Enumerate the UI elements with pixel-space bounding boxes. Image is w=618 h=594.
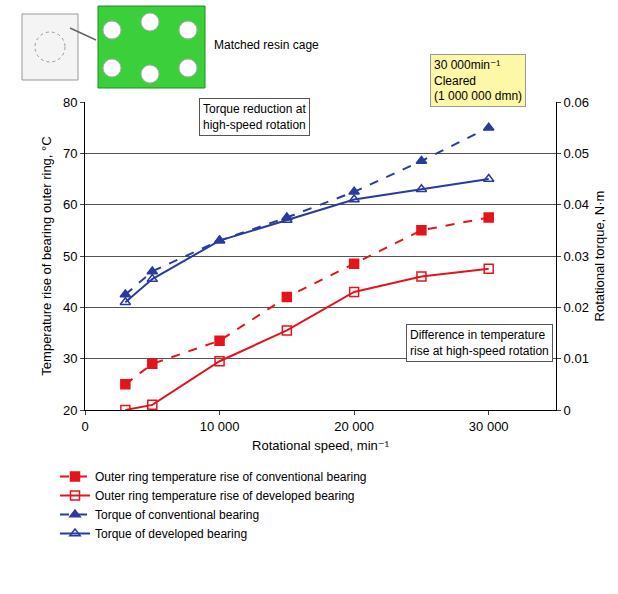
svg-text:30 000min⁻¹Cleared(1 000 000 d: 30 000min⁻¹Cleared(1 000 000 dmn): [434, 58, 522, 103]
svg-text:Torque of conventional bearing: Torque of conventional bearing: [95, 508, 259, 522]
svg-text:20 000: 20 000: [334, 419, 374, 434]
svg-text:Outer ring temperature rise of: Outer ring temperature rise of developed…: [95, 489, 354, 503]
svg-text:0.03: 0.03: [564, 249, 589, 264]
svg-text:40: 40: [63, 300, 77, 315]
svg-text:Matched resin cage: Matched resin cage: [214, 38, 319, 52]
svg-text:0.05: 0.05: [564, 146, 589, 161]
svg-text:80: 80: [63, 95, 77, 110]
svg-text:Torque reduction athigh-speed: Torque reduction athigh-speed rotation: [203, 102, 306, 132]
svg-text:0: 0: [81, 419, 88, 434]
svg-text:50: 50: [63, 249, 77, 264]
svg-text:0.01: 0.01: [564, 351, 589, 366]
svg-text:60: 60: [63, 197, 77, 212]
svg-text:0.04: 0.04: [564, 197, 589, 212]
svg-text:Rotational torque, N·m: Rotational torque, N·m: [592, 191, 607, 322]
svg-text:Torque of developed bearing: Torque of developed bearing: [95, 527, 247, 541]
svg-text:30 000: 30 000: [469, 419, 509, 434]
svg-text:20: 20: [63, 403, 77, 418]
svg-text:Rotational speed, min⁻¹: Rotational speed, min⁻¹: [252, 438, 390, 453]
svg-text:Outer ring temperature rise of: Outer ring temperature rise of conventio…: [95, 470, 366, 484]
svg-text:0.06: 0.06: [564, 95, 589, 110]
svg-text:0.02: 0.02: [564, 300, 589, 315]
svg-text:Temperature rise of bearing ou: Temperature rise of bearing outer ring, …: [39, 136, 54, 375]
svg-text:30: 30: [63, 351, 77, 366]
svg-text:10 000: 10 000: [200, 419, 240, 434]
svg-text:0: 0: [564, 403, 571, 418]
svg-text:Difference in temperaturerise: Difference in temperaturerise at high-sp…: [410, 328, 549, 358]
svg-text:70: 70: [63, 146, 77, 161]
